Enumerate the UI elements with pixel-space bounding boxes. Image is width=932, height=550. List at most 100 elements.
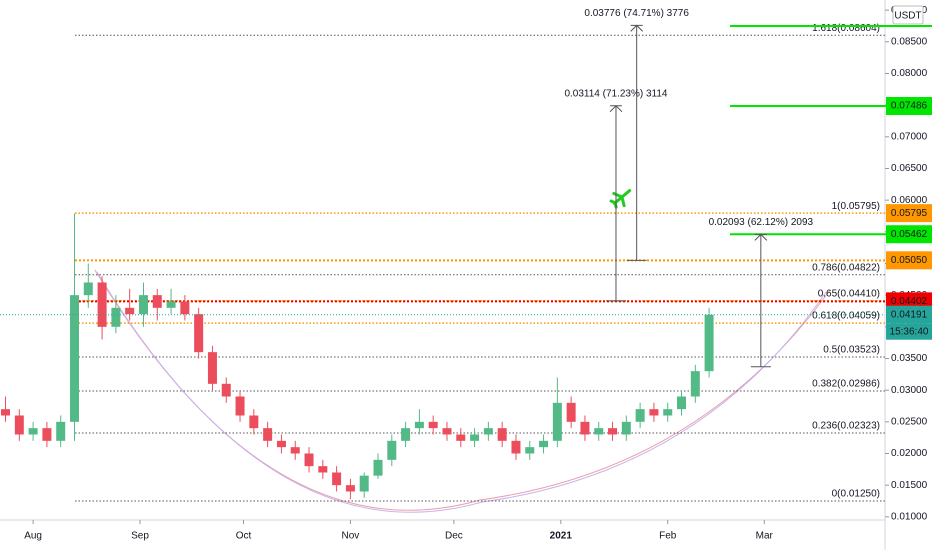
candle-body xyxy=(704,314,714,372)
fib-level-label: 0.5(0.03523) xyxy=(823,345,880,356)
candle-body xyxy=(566,402,576,422)
x-tick-label: Dec xyxy=(445,531,463,542)
cup-curve xyxy=(96,271,827,513)
candle-body xyxy=(194,314,204,353)
candle-body xyxy=(373,459,383,476)
candle-body xyxy=(635,409,645,422)
fib-level-label: 0.65(0.04410) xyxy=(818,288,880,299)
candle-body xyxy=(621,421,631,435)
candle-body xyxy=(594,428,604,435)
x-tick-label: Sep xyxy=(131,531,149,542)
candle-body xyxy=(345,485,355,492)
candle-body xyxy=(359,475,369,492)
measure-label: 0.03776 (74.71%) 3776 xyxy=(584,8,689,19)
candle-body xyxy=(180,301,190,315)
fib-level-label: 0.382(0.02986) xyxy=(812,379,880,390)
price-tag xyxy=(886,305,932,324)
arrow-head xyxy=(630,24,644,32)
candle-body xyxy=(649,409,659,416)
candle-body xyxy=(125,307,135,315)
arrow-head xyxy=(609,105,623,113)
x-tick-label: Mar xyxy=(756,531,774,542)
fib-level-label: 1.618(0.08604) xyxy=(812,23,880,34)
candle-body xyxy=(249,415,259,429)
candle-body xyxy=(276,440,286,448)
x-tick-label: Feb xyxy=(659,531,677,542)
countdown-tag xyxy=(886,323,932,340)
candle-body xyxy=(525,447,535,454)
y-tick-label: 0.08500 xyxy=(891,36,928,47)
candle-body xyxy=(428,421,438,429)
candle-body xyxy=(470,434,480,441)
candle-body xyxy=(111,307,121,327)
candle-body xyxy=(263,428,273,441)
y-tick-label: 0.06000 xyxy=(891,195,928,206)
price-tag xyxy=(886,204,932,223)
price-tag xyxy=(886,97,932,116)
candle-body xyxy=(539,440,549,448)
candle-body xyxy=(401,428,411,441)
fib-level-label: 0.236(0.02323) xyxy=(812,421,880,432)
price-tag-label: 0.04402 xyxy=(891,296,928,307)
candle-body xyxy=(442,428,452,435)
y-tick-label: 0.03000 xyxy=(891,385,928,396)
y-tick-label: 0.01500 xyxy=(891,480,928,491)
currency-label: USDT xyxy=(894,11,921,22)
candle-body xyxy=(552,402,562,441)
price-tag xyxy=(886,225,932,244)
candle-body xyxy=(56,421,66,441)
candle-body xyxy=(290,447,300,454)
candle-body xyxy=(207,352,217,384)
candle-body xyxy=(690,371,700,397)
candle-body xyxy=(387,440,397,460)
candle-body xyxy=(497,428,507,441)
candle-body xyxy=(28,428,38,435)
price-tag-label: 0.05050 xyxy=(891,255,928,266)
x-tick-label: 2021 xyxy=(550,531,573,542)
candle-body xyxy=(318,466,328,473)
candle-body xyxy=(69,295,79,422)
candle-body xyxy=(332,472,342,486)
countdown-label: 15:36:40 xyxy=(890,326,929,337)
measure-label: 0.02093 (62.12%) 2093 xyxy=(709,217,814,228)
fib-level-label: 0.618(0.04059) xyxy=(812,311,880,322)
candle-body xyxy=(414,421,424,429)
fib-level-label: 0.786(0.04822) xyxy=(812,262,880,273)
plane-icon xyxy=(609,189,632,209)
candle-body xyxy=(456,434,466,441)
currency-badge[interactable] xyxy=(892,5,924,25)
y-tick-label: 0.03500 xyxy=(891,353,928,364)
x-tick-label: Oct xyxy=(236,531,252,542)
candle-body xyxy=(152,295,162,308)
fib-level-label: 0(0.01250) xyxy=(832,489,880,500)
y-tick-label: 0.08000 xyxy=(891,68,928,79)
y-tick-label: 0.02500 xyxy=(891,416,928,427)
candle-body xyxy=(511,440,521,454)
y-tick-label: 0.02000 xyxy=(891,448,928,459)
y-tick-label: 0.06500 xyxy=(891,163,928,174)
price-tag-label: 0.05462 xyxy=(891,229,928,240)
candle-body xyxy=(580,421,590,435)
measure-label: 0.03114 (71.23%) 3114 xyxy=(564,88,667,99)
candle-body xyxy=(1,409,11,416)
candle-body xyxy=(42,428,52,441)
candle-body xyxy=(138,295,148,315)
candle-body xyxy=(304,453,314,467)
candle-body xyxy=(677,396,687,410)
y-tick-label: 0.01000 xyxy=(891,511,928,522)
arrow-head xyxy=(754,233,768,241)
candle-body xyxy=(166,301,176,308)
price-tag xyxy=(886,251,932,270)
x-tick-label: Aug xyxy=(24,531,42,542)
candle-body xyxy=(483,428,493,435)
candle-body xyxy=(14,415,24,435)
candle-body xyxy=(663,409,673,416)
price-tag-label: 0.05795 xyxy=(891,208,928,219)
candle-body xyxy=(83,282,93,296)
x-tick-label: Nov xyxy=(342,531,360,542)
y-tick-label: 0.07000 xyxy=(891,131,928,142)
price-tag-label: 0.07486 xyxy=(891,101,928,112)
candle-body xyxy=(97,282,107,327)
candle-body xyxy=(221,383,231,397)
